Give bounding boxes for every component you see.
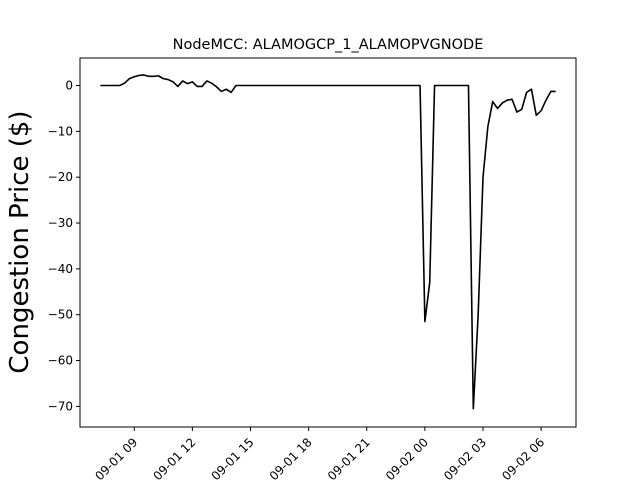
- y-tick-label: 0: [65, 79, 73, 93]
- y-tick-label: −60: [48, 354, 73, 368]
- y-tick-label: −40: [48, 262, 73, 276]
- y-axis-label: Congestion Price ($): [5, 110, 35, 373]
- y-tick-label: −30: [48, 216, 73, 230]
- axes-frame: [79, 57, 577, 428]
- x-tick-label: 09-01 21: [325, 435, 373, 480]
- x-tick-label: 09-02 06: [499, 435, 547, 480]
- x-tick-label: 09-01 12: [150, 435, 198, 480]
- x-tick-label: 09-01 15: [209, 435, 257, 480]
- y-tick-label: −50: [48, 308, 73, 322]
- plot-area: [100, 74, 556, 410]
- chart-title: NodeMCC: ALAMOGCP_1_ALAMOPVGNODE: [173, 37, 484, 53]
- x-tick-label: 09-01 09: [92, 435, 140, 480]
- x-tick-label: 09-02 00: [383, 435, 431, 480]
- y-tick-label: −10: [48, 124, 73, 138]
- y-tick-label: −20: [48, 170, 73, 184]
- x-tick-label: 09-01 18: [267, 435, 315, 480]
- x-tick-label: 09-02 03: [441, 435, 489, 480]
- series-line: [100, 74, 556, 410]
- y-tick-label: −70: [48, 399, 73, 413]
